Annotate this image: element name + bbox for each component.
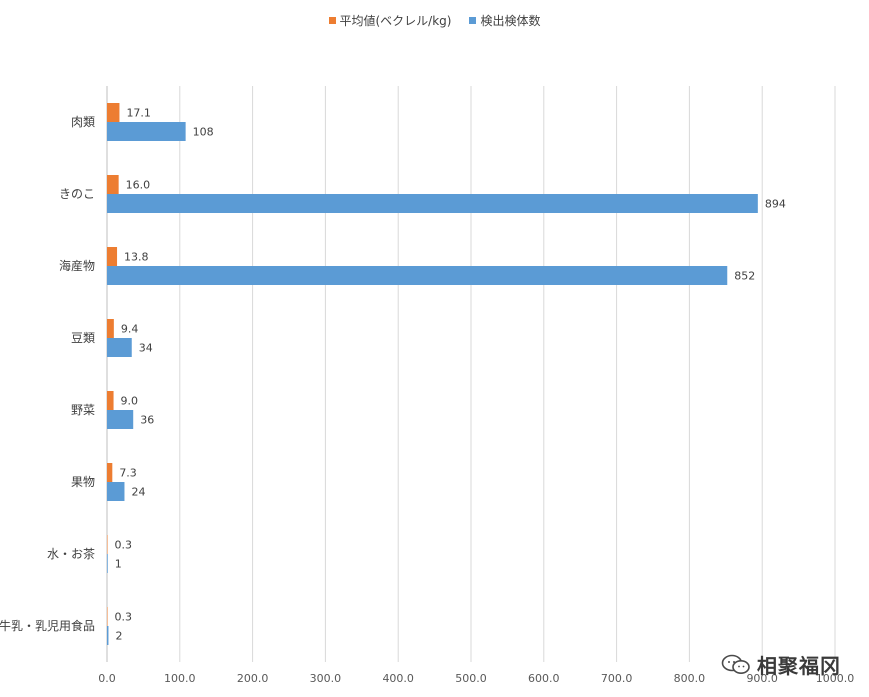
bar-count[interactable]	[107, 266, 728, 285]
category-label: 野菜	[71, 403, 95, 417]
category-label: 水・お茶	[47, 546, 95, 561]
data-label-count: 1	[115, 558, 122, 571]
chat-bubbles-icon	[721, 654, 750, 674]
watermark-text: 相聚福冈	[757, 654, 841, 678]
bar-count[interactable]	[107, 194, 758, 213]
x-tick-label: 500.0	[455, 672, 487, 685]
bar-average[interactable]	[107, 247, 118, 266]
bar-average[interactable]	[107, 607, 108, 626]
data-label-count: 2	[115, 630, 122, 643]
category-label: きのこ	[59, 187, 95, 201]
legend-swatch-average	[328, 17, 336, 24]
bar-average[interactable]	[107, 391, 114, 410]
bars	[107, 103, 758, 645]
data-label-count: 36	[140, 414, 154, 427]
bar-count[interactable]	[107, 338, 132, 357]
x-tick-label: 100.0	[164, 672, 196, 685]
bar-average[interactable]	[107, 175, 119, 194]
data-label-count: 24	[131, 486, 145, 499]
data-labels: 17.1 108 16.0 894 13.8 852 9.434 9.036 7.3 24 0.3 1…	[115, 107, 786, 643]
legend-label-average: 平均値(ベクレル/kg)	[339, 14, 452, 28]
data-label-average: 9.4	[121, 323, 139, 336]
x-tick-label: 300.0	[310, 672, 342, 685]
bar-average[interactable]	[107, 319, 114, 338]
category-label: 肉類	[71, 115, 95, 129]
data-label-average: 7.3	[119, 467, 136, 480]
bar-average[interactable]	[107, 103, 120, 122]
legend-swatch-count	[469, 17, 477, 24]
data-label-average: 13.8	[124, 251, 149, 264]
x-tick-label: 800.0	[674, 672, 706, 685]
category-label: 牛乳・乳児用食品	[0, 618, 95, 633]
category-label: 果物	[71, 475, 95, 489]
data-label-count: 108	[193, 126, 214, 139]
data-label-average: 9.0	[121, 395, 139, 408]
x-tick-label: 1000.0	[816, 672, 855, 685]
data-label-average: 0.3	[115, 539, 133, 552]
data-label-average: 0.3	[115, 611, 133, 624]
gridlines	[106, 86, 836, 662]
legend-label-count: 検出検体数	[480, 14, 541, 28]
data-label-count: 852	[734, 270, 755, 283]
data-label-count: 894	[765, 198, 786, 211]
legend-item-average[interactable]: 平均値(ベクレル/kg)	[328, 12, 452, 29]
data-label-average: 17.1	[126, 107, 150, 120]
x-tick-label: 600.0	[528, 672, 560, 685]
data-label-average: 16.0	[126, 179, 151, 192]
bar-count[interactable]	[107, 410, 134, 429]
x-tick-label: 700.0	[601, 672, 633, 685]
category-label: 海産物	[59, 258, 95, 273]
bar-average[interactable]	[107, 535, 108, 554]
watermark: 相聚福冈	[721, 650, 841, 679]
x-tick-label: 400.0	[382, 672, 414, 685]
category-label: 豆類	[71, 331, 95, 345]
x-tick-label: 200.0	[237, 672, 269, 685]
legend-item-count[interactable]: 検出検体数	[469, 12, 541, 29]
x-tick-labels: 0.0 100.0 200.0 300.0 400.0 500.0 600.0 700.0 80…	[98, 672, 854, 685]
data-label-count: 34	[139, 342, 153, 355]
bar-count[interactable]	[107, 554, 108, 573]
bar-count[interactable]	[107, 482, 125, 501]
legend: 平均値(ベクレル/kg) 検出検体数	[0, 12, 869, 29]
bar-count[interactable]	[107, 122, 186, 141]
x-tick-label: 900.0	[746, 672, 778, 685]
bar-count[interactable]	[107, 626, 109, 645]
bar-average[interactable]	[107, 463, 113, 482]
x-tick-label: 0.0	[98, 672, 116, 685]
